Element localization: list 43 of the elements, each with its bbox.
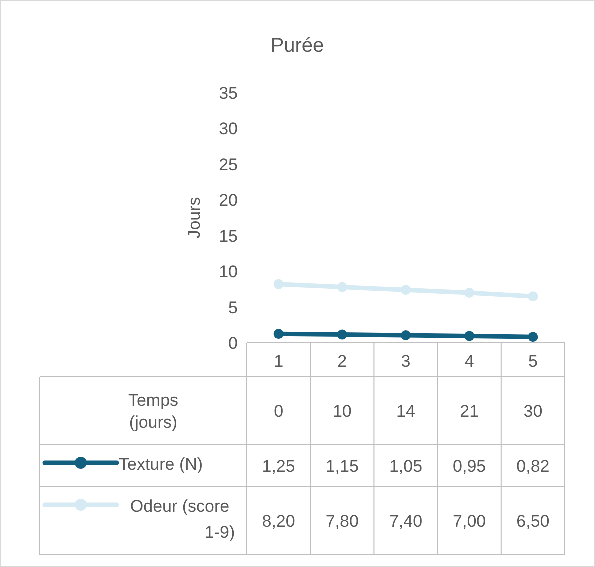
point <box>401 330 411 340</box>
text: 30 <box>524 402 543 421</box>
point <box>274 329 284 340</box>
x-tick-label: 2 <box>338 352 348 371</box>
data-label: 7,00 <box>453 512 486 531</box>
x-tick-label: 3 <box>401 352 411 371</box>
point <box>528 292 538 302</box>
y-tick-label: 30 <box>219 120 238 139</box>
x-tick-label: 4 <box>464 352 474 371</box>
y-tick-label: 5 <box>228 298 238 318</box>
point <box>464 288 475 298</box>
point <box>401 285 411 296</box>
y-tick-label: 25 <box>219 155 238 174</box>
y-tick-label: 20 <box>219 191 238 210</box>
x-tick-label: 5 <box>528 352 538 371</box>
y-tick-label: 15 <box>219 226 238 246</box>
y-tick-label: 10 <box>219 262 238 282</box>
text: 14 <box>396 402 416 421</box>
point <box>464 331 475 342</box>
text: Temps (jours) <box>128 391 179 432</box>
data-label: 7,40 <box>389 512 423 531</box>
data-label: 0,95 <box>453 457 486 476</box>
data-label: 1,25 <box>262 457 296 476</box>
data-label: 8,20 <box>262 512 296 531</box>
point <box>337 330 348 340</box>
data-label: 7,80 <box>326 512 359 531</box>
y-tick-label: 35 <box>219 84 238 103</box>
y-tick-label: 0 <box>228 334 238 353</box>
text: 21 <box>460 402 480 421</box>
point <box>337 282 348 292</box>
data-label: 6,50 <box>516 512 550 531</box>
point <box>274 279 284 290</box>
point <box>528 332 538 342</box>
data-label: 1,05 <box>389 457 423 476</box>
chart-title: Purée <box>270 35 324 57</box>
text: 10 <box>332 402 352 421</box>
data-label: 1,15 <box>326 457 359 476</box>
y-axis-title: Jours <box>185 197 204 239</box>
legend-label: Texture (N) <box>119 455 204 474</box>
text: 0 <box>274 402 284 421</box>
x-tick-label: 1 <box>274 352 284 371</box>
legend-label: Odeur (score 1-9) <box>130 497 236 542</box>
data-label: 0,82 <box>516 457 550 476</box>
